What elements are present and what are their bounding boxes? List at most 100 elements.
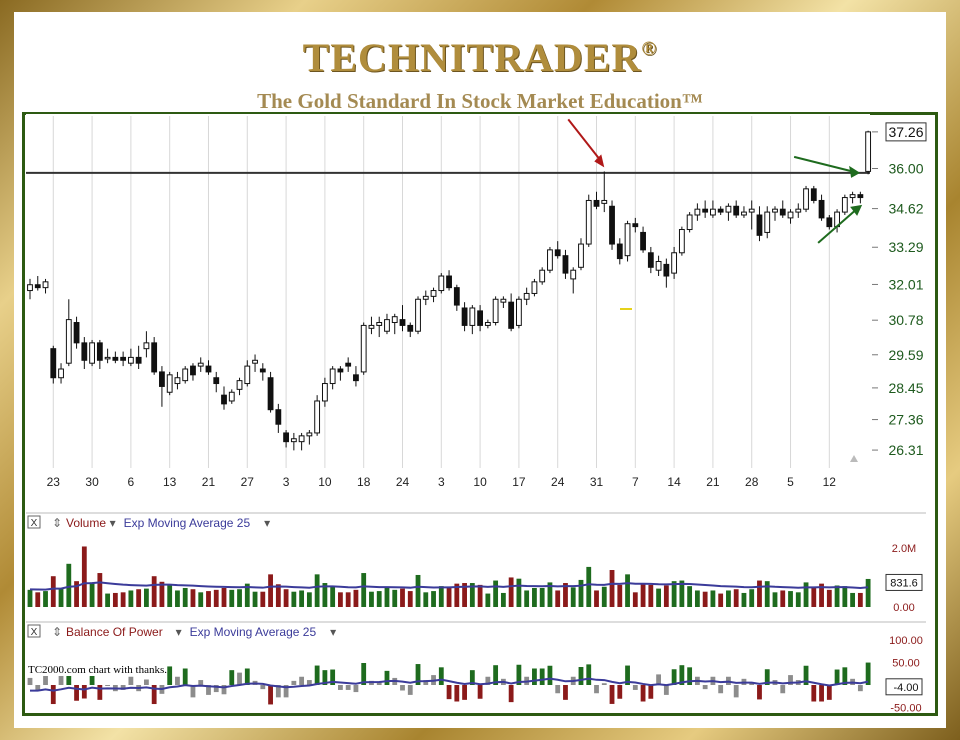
bop-bar <box>811 685 817 702</box>
bop-bar <box>749 682 755 685</box>
bop-bar <box>43 675 48 685</box>
price-tick-label: 28.45 <box>888 380 923 396</box>
volume-dropdown-icon: ▾ <box>110 516 116 530</box>
volume-bar <box>493 580 499 607</box>
bop-bar <box>182 668 188 685</box>
bop-bar <box>322 670 328 685</box>
candle-body <box>554 249 561 257</box>
volume-bar <box>376 591 382 607</box>
bop-drag-icon: ⇕ <box>52 625 62 639</box>
bop-overlay-title: Exp Moving Average 25 <box>190 625 317 639</box>
volume-bar <box>788 591 793 607</box>
bop-bar <box>330 669 336 685</box>
candle-body <box>671 252 678 274</box>
volume-bar <box>757 580 762 607</box>
volume-bar <box>112 592 118 607</box>
volume-bar <box>43 591 48 607</box>
candle-body <box>182 368 189 382</box>
candle-body <box>547 249 553 271</box>
candle-body <box>865 131 872 172</box>
bop-bar <box>35 685 41 690</box>
candle-body <box>89 342 95 364</box>
volume-bar <box>834 585 840 607</box>
volume-bar <box>345 592 351 607</box>
date-tick-label: 23 <box>47 475 61 489</box>
candle-body <box>112 356 119 361</box>
bop-bar <box>198 680 204 685</box>
candle-body <box>298 435 305 443</box>
volume-bar <box>392 589 398 607</box>
bop-bar <box>687 667 693 685</box>
bop-bar <box>656 674 661 685</box>
bop-bar <box>415 664 421 685</box>
bop-bar <box>617 685 623 699</box>
bop-tick-label: 100.00 <box>889 635 923 647</box>
volume-bar <box>803 582 809 607</box>
bop-bar <box>407 685 413 695</box>
volume-bar <box>578 579 584 607</box>
candle-body <box>562 255 569 274</box>
volume-bar <box>865 578 871 607</box>
volume-bar <box>244 583 250 607</box>
chart-credit: TC2000.com chart with thanks. <box>28 664 168 676</box>
candle-body <box>717 208 724 213</box>
volume-overlay-dropdown-icon: ▾ <box>264 516 270 530</box>
date-tick-label: 24 <box>551 475 565 489</box>
bop-bar <box>400 685 405 691</box>
volume-bar <box>299 590 305 607</box>
bop-bar <box>834 669 840 685</box>
volume-bar <box>842 586 848 607</box>
volume-bar <box>275 584 281 607</box>
candle-body <box>857 194 864 199</box>
candle-body <box>779 208 786 216</box>
candle-body <box>353 374 359 382</box>
candle-body <box>469 307 476 326</box>
bop-bar <box>803 665 809 685</box>
volume-bar <box>221 587 227 607</box>
volume-bar <box>516 578 522 607</box>
candle-body <box>477 310 484 326</box>
volume-tick-label: 2.0M <box>892 543 916 555</box>
volume-bar <box>733 589 739 607</box>
candle-body <box>484 322 491 326</box>
date-tick-label: 21 <box>202 475 216 489</box>
bop-bar <box>58 674 64 685</box>
candle-body <box>399 319 406 326</box>
price-tick-label: 37.26 <box>888 124 923 140</box>
bop-bar <box>275 685 281 698</box>
bop-bar <box>167 666 173 685</box>
volume-bar <box>446 587 452 607</box>
candle-body <box>34 284 41 289</box>
volume-bar <box>702 591 708 607</box>
bop-bar <box>508 685 514 703</box>
volume-bar <box>175 590 180 607</box>
candle-body <box>725 205 732 213</box>
candle-body <box>810 188 817 201</box>
candle-body <box>259 368 266 373</box>
volume-close-label: X <box>31 518 38 529</box>
candle-body <box>81 342 88 361</box>
bop-bar <box>314 665 320 685</box>
volume-bar <box>547 582 553 607</box>
candle-body <box>267 377 274 411</box>
volume-bar <box>353 589 359 607</box>
date-tick-label: 3 <box>438 475 445 489</box>
volume-bar <box>500 592 506 607</box>
candle-body <box>515 298 522 326</box>
volume-bar <box>143 588 149 607</box>
bop-bar <box>283 685 289 698</box>
candle-body <box>601 199 608 204</box>
candle-body <box>531 281 538 294</box>
volume-bar <box>648 584 654 607</box>
candle-body <box>143 342 150 350</box>
bop-bar <box>213 685 219 693</box>
price-tick-label: 30.78 <box>888 312 923 328</box>
volume-ema-line <box>29 581 869 591</box>
bop-title: Balance Of Power <box>66 625 163 639</box>
bop-bar <box>516 664 522 685</box>
candle-body <box>407 324 414 332</box>
candle-body <box>283 432 289 443</box>
candle-body <box>290 438 297 443</box>
date-tick-label: 10 <box>318 475 332 489</box>
bop-bar <box>229 670 235 685</box>
